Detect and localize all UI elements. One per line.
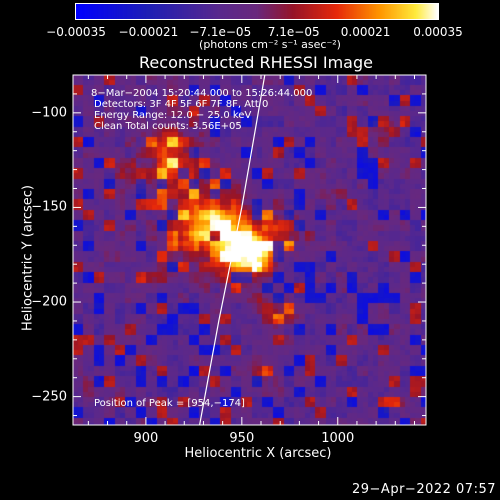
colorbar-unit: (photons cm⁻² s⁻¹ asec⁻²): [199, 38, 341, 51]
colorbar-frame: [75, 3, 439, 20]
timestamp: 29−Apr−2022 07:57: [352, 482, 496, 497]
annotation-energy-range: Energy Range: 12.0 − 25.0 keV: [94, 110, 252, 121]
x-tick-label: 950: [229, 431, 255, 446]
annotation-time-range: 8−Mar−2004 15:20:44.000 to 15:26:44.000: [91, 88, 313, 99]
colorbar-tick-label: −7.1e−05: [189, 25, 252, 39]
colorbar-tick-label: 7.1e−05: [267, 25, 320, 39]
plot-frame: [72, 74, 427, 426]
colorbar-tick-label: −0.00035: [46, 25, 106, 39]
y-tick-label: −200: [31, 294, 67, 310]
colorbar: [76, 4, 438, 19]
colorbar-tick-label: −0.00021: [118, 25, 179, 39]
y-axis-label: Heliocentric Y (arcsec): [20, 185, 36, 331]
y-tick-label: −150: [31, 199, 67, 215]
x-tick-label: 1000: [321, 431, 355, 446]
x-axis-label: Heliocentric X (arcsec): [184, 446, 332, 461]
annotation-clean-counts: Clean Total counts: 3.56E+05: [94, 121, 242, 132]
x-tick-label: 900: [133, 431, 159, 446]
solar-limb-line: [199, 74, 266, 426]
annotation-detectors: Detectors: 3F 4F 5F 6F 7F 8F, Att 0: [94, 99, 269, 110]
heatmap-image: [73, 75, 426, 425]
peak-position-label: Position of Peak = [954,−174]: [94, 398, 245, 409]
chart-title: Reconstructed RHESSI Image: [139, 53, 373, 72]
colorbar-tick-label: 0.00021: [340, 25, 391, 39]
colorbar-tick-label: 0.00035: [413, 25, 463, 39]
y-tick-label: −100: [31, 105, 67, 121]
y-tick-label: −250: [31, 389, 67, 405]
